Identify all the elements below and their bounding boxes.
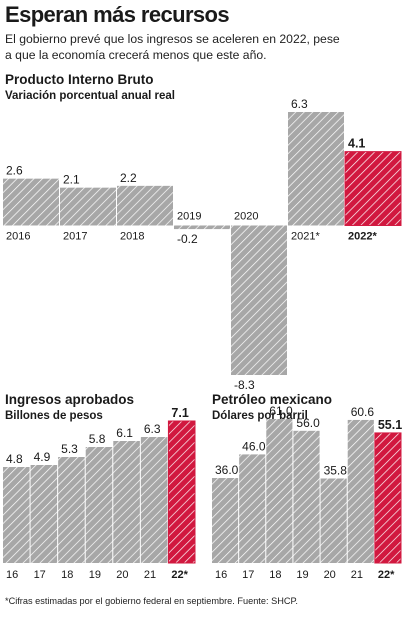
petroleo-chart: 36.0 16 46.0 17 61.0 18 56.0 19 35.8 20 60.6 21 55.1… [212,404,402,581]
pib-value-label: -8.3 [234,378,255,392]
pib-bar [231,225,287,375]
ingresos-chart: 4.8 16 4.9 17 5.3 18 5.8 19 6.1 20 6.3 21 7.1 22* [3,406,196,581]
petroleo-category-label: 18 [269,569,281,581]
ingresos-value-label: 5.3 [61,442,78,456]
ingresos-category-label: 21 [144,569,156,581]
pib-value-label: 2.6 [6,164,23,178]
ingresos-bar [30,465,58,563]
pib-bar [3,178,59,226]
petroleo-title: Petróleo mexicano [212,392,333,407]
ingresos-category-label: 19 [89,569,101,581]
petroleo-category-label: 22* [378,569,395,581]
petroleo-value-label: 60.6 [351,405,375,419]
ingresos-value-label: 6.1 [116,426,133,440]
ingresos-bar [113,441,140,563]
ingresos-value-label: 7.1 [171,406,188,420]
ingresos-value-label: 5.8 [89,432,106,446]
ingresos-bar [140,437,168,563]
pib-bar [344,151,402,226]
ingresos-subtitle: Billones de pesos [5,410,103,422]
ingresos-bar [85,447,113,563]
petroleo-bar [212,478,239,563]
pib-title: Producto Interno Bruto [5,72,154,87]
pib-category-label: 2018 [120,230,144,242]
pib-value-label: 2.1 [63,173,80,187]
petroleo-bar [374,432,402,564]
pib-bar [117,185,173,226]
pib-value-label: 6.3 [291,97,308,111]
pib-category-label: 2016 [6,230,30,242]
petroleo-bar [266,419,293,563]
pib-bar [174,225,230,230]
petroleo-bar [239,454,266,563]
ingresos-category-label: 17 [34,569,46,581]
pib-category-label: 2022* [348,230,377,242]
headline: Esperan más recursos [5,2,230,27]
pib-category-label: 2017 [63,230,87,242]
petroleo-value-label: 61.0 [269,404,293,418]
subtitle: El gobierno prevé que los ingresos se ac… [5,32,340,62]
petroleo-category-label: 19 [296,569,308,581]
ingresos-category-label: 16 [6,569,18,581]
ingresos-value-label: 4.9 [34,450,51,464]
ingresos-bar [167,420,196,564]
petroleo-category-label: 16 [215,569,227,581]
pib-value-label: 4.1 [348,137,365,151]
pib-value-label: -0.2 [177,232,198,246]
petroleo-category-label: 20 [324,569,336,581]
petroleo-value-label: 56.0 [296,416,320,430]
pib-chart: 2.6 2016 2.1 2017 2.2 2018 -0.2 2019 -8.3 2020 6.3… [3,97,402,392]
ingresos-bar [3,467,30,563]
petroleo-value-label: 35.8 [324,463,348,477]
ingresos-category-label: 22* [171,569,188,581]
ingresos-category-label: 20 [116,569,128,581]
petroleo-value-label: 36.0 [215,463,239,477]
pib-category-label: 2019 [177,210,201,222]
petroleo-bar [320,478,347,563]
footnote: *Cifras estimadas por el gobierno federa… [5,596,298,606]
petroleo-value-label: 55.1 [378,418,402,432]
petroleo-category-label: 17 [242,569,254,581]
ingresos-category-label: 18 [61,569,73,581]
pib-bar [60,187,116,226]
ingresos-value-label: 4.8 [6,452,23,466]
ingresos-title: Ingresos aprobados [5,392,135,407]
pib-category-label: 2020 [234,210,258,222]
pib-value-label: 2.2 [120,171,137,185]
petroleo-bar [293,430,320,563]
ingresos-value-label: 6.3 [144,422,161,436]
petroleo-bar [347,419,374,563]
pib-bar [288,112,344,226]
pib-subtitle: Variación porcentual anual real [5,90,176,102]
petroleo-value-label: 46.0 [242,439,266,453]
pib-category-label: 2021* [291,230,320,242]
petroleo-category-label: 21 [351,569,363,581]
ingresos-bar [58,457,85,563]
